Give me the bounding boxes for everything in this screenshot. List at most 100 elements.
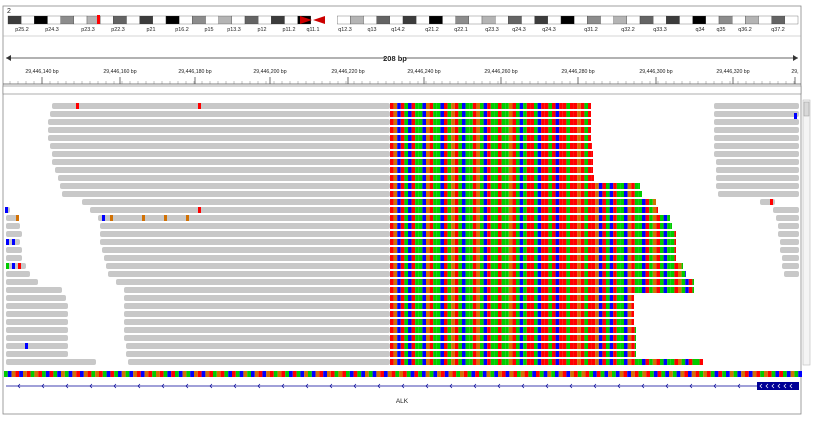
aligned-read[interactable] [780, 247, 799, 253]
aligned-read[interactable] [128, 359, 390, 365]
soft-clip-base [440, 255, 444, 261]
soft-clip-base [433, 183, 437, 189]
aligned-read[interactable] [50, 143, 390, 149]
aligned-read[interactable] [124, 303, 390, 309]
soft-clip-base [534, 359, 538, 365]
soft-clip-base [573, 263, 578, 269]
reference-base [270, 371, 274, 377]
aligned-read[interactable] [98, 215, 390, 221]
gene-track[interactable]: ALK [6, 382, 799, 405]
aligned-read[interactable] [52, 103, 390, 109]
aligned-read[interactable] [6, 303, 68, 309]
aligned-read[interactable] [6, 343, 68, 349]
ruler-track[interactable]: 208 bp 29,446,140 bp 29,446,160 bp 29,446,… [3, 54, 801, 85]
aligned-read[interactable] [52, 159, 390, 165]
aligned-read[interactable] [55, 167, 390, 173]
aligned-read[interactable] [100, 239, 390, 245]
aligned-read[interactable] [718, 191, 799, 197]
aligned-read[interactable] [782, 263, 799, 269]
soft-clip-base [418, 231, 423, 237]
aligned-read[interactable] [6, 359, 96, 365]
aligned-read[interactable] [104, 255, 390, 261]
aligned-read[interactable] [60, 183, 390, 189]
aligned-read[interactable] [773, 207, 799, 213]
aligned-read[interactable] [6, 311, 68, 317]
aligned-read[interactable] [48, 119, 390, 125]
soft-clip-base [591, 151, 593, 157]
soft-clip-base [472, 351, 477, 357]
mismatch-base [25, 343, 28, 349]
aligned-read[interactable] [776, 215, 799, 221]
aligned-read[interactable] [48, 127, 390, 133]
aligned-read[interactable] [6, 319, 68, 325]
aligned-read[interactable] [714, 151, 799, 157]
aligned-read[interactable] [6, 287, 62, 293]
aligned-read[interactable] [62, 191, 390, 197]
aligned-read[interactable] [58, 175, 390, 181]
aligned-read[interactable] [780, 239, 799, 245]
aligned-read[interactable] [716, 167, 799, 173]
aligned-read[interactable] [714, 103, 799, 109]
soft-clip-base [408, 143, 412, 149]
soft-clip-base [537, 119, 542, 125]
aligned-read[interactable] [716, 175, 799, 181]
gene-label[interactable]: ALK [396, 398, 409, 405]
aligned-read[interactable] [124, 295, 390, 301]
aligned-read[interactable] [124, 311, 390, 317]
soft-clip-base [433, 271, 437, 277]
chromosome-ideogram[interactable]: 2 p25.2 p24.3 p23.3 p22.3 p21 p16.2 p15 p13.3 p1… [7, 8, 799, 33]
aligned-read[interactable] [782, 255, 799, 261]
aligned-read[interactable] [714, 111, 799, 117]
aligned-read[interactable] [6, 295, 66, 301]
aligned-read[interactable] [100, 223, 390, 229]
aligned-read[interactable] [778, 231, 799, 237]
aligned-read[interactable] [716, 183, 799, 189]
soft-clip-base [490, 183, 495, 189]
aligned-read[interactable] [124, 287, 390, 293]
soft-clip-base [609, 255, 614, 261]
aligned-read[interactable] [126, 343, 390, 349]
aligned-read[interactable] [6, 231, 22, 237]
soft-clip-base [483, 159, 488, 165]
aligned-read[interactable] [100, 231, 390, 237]
aligned-read[interactable] [714, 135, 799, 141]
aligned-read[interactable] [82, 199, 390, 205]
aligned-read[interactable] [116, 279, 390, 285]
aligned-read[interactable] [716, 159, 799, 165]
aligned-read[interactable] [6, 327, 68, 333]
alignment-panel[interactable] [5, 103, 799, 365]
aligned-read[interactable] [714, 143, 799, 149]
aligned-read[interactable] [106, 263, 390, 269]
aligned-read[interactable] [784, 271, 799, 277]
soft-clip-base [570, 119, 574, 125]
aligned-read[interactable] [6, 247, 22, 253]
soft-clip-base [602, 199, 606, 205]
aligned-read[interactable] [6, 215, 18, 221]
aligned-read[interactable] [6, 351, 68, 357]
band-label: q14.2 [391, 27, 405, 33]
soft-clip-base [616, 311, 621, 317]
aligned-read[interactable] [778, 223, 799, 229]
aligned-read[interactable] [6, 255, 22, 261]
aligned-read[interactable] [714, 119, 799, 125]
soft-clip-base [462, 335, 466, 341]
aligned-read[interactable] [52, 151, 390, 157]
soft-clip-base [400, 119, 405, 125]
aligned-read[interactable] [6, 335, 68, 341]
alignment-scrollbar[interactable] [802, 99, 811, 366]
aligned-read[interactable] [126, 351, 390, 357]
aligned-read[interactable] [90, 207, 390, 213]
aligned-read[interactable] [124, 335, 390, 341]
aligned-read[interactable] [6, 223, 20, 229]
aligned-read[interactable] [6, 279, 38, 285]
aligned-read[interactable] [102, 247, 390, 253]
aligned-read[interactable] [48, 135, 390, 141]
aligned-read[interactable] [6, 271, 30, 277]
aligned-read[interactable] [124, 327, 390, 333]
aligned-read[interactable] [714, 127, 799, 133]
aligned-read[interactable] [124, 319, 390, 325]
scrollbar-thumb[interactable] [803, 101, 810, 117]
reference-base [129, 371, 134, 377]
aligned-read[interactable] [50, 111, 390, 117]
aligned-read[interactable] [108, 271, 390, 277]
